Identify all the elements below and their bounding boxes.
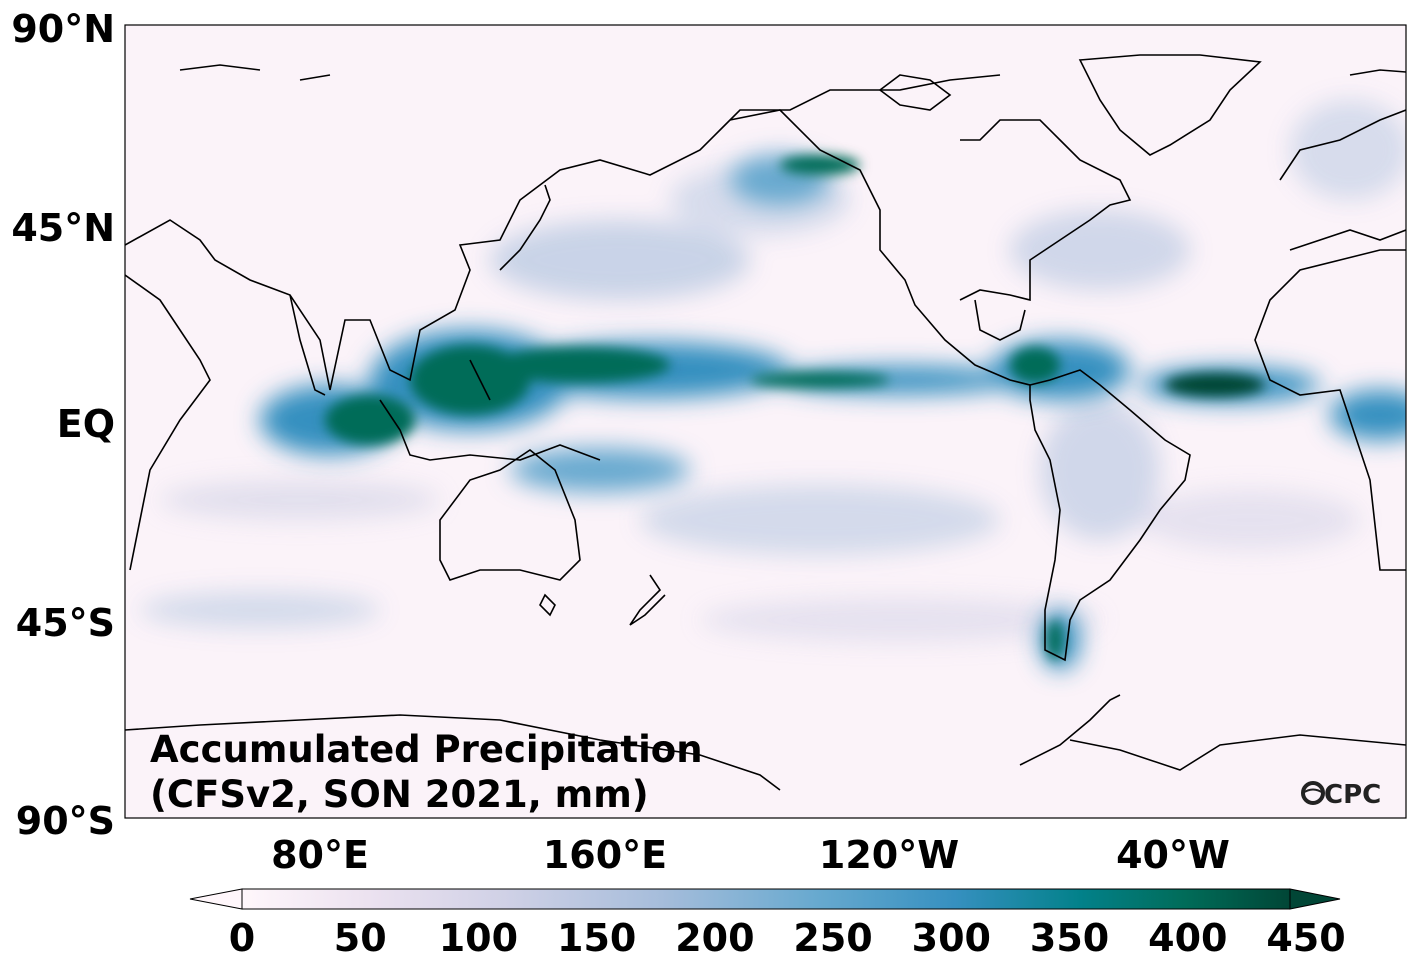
lat-label-90s: 90°S: [16, 799, 115, 843]
colorbar-tick-label: 400: [1148, 916, 1227, 960]
colorbar-tick-label: 0: [229, 916, 255, 960]
colorbar-tick-label: 250: [793, 916, 872, 960]
lon-label-120w: 120°W: [819, 833, 959, 877]
map-title-line2: (CFSv2, SON 2021, mm): [150, 773, 649, 816]
colorbar-tick-label: 200: [675, 916, 754, 960]
lat-label-45s: 45°S: [16, 601, 115, 645]
colorbar-tick-label: 450: [1266, 916, 1345, 960]
lat-label-45n: 45°N: [11, 206, 115, 250]
coastlines: [125, 54, 1406, 791]
lon-label-160e: 160°E: [543, 833, 667, 877]
lon-label-40w: 40°W: [1116, 833, 1230, 877]
colorbar-gradient: [241, 888, 1291, 910]
precipitation-field: [140, 100, 1406, 670]
colorbar-tick-label: 150: [557, 916, 636, 960]
lon-label-80e: 80°E: [271, 833, 369, 877]
map-frame: [124, 24, 1407, 819]
colorbar-tick-label: 350: [1030, 916, 1109, 960]
cpc-logo: CPC: [1301, 780, 1381, 810]
colorbar: [189, 888, 1341, 910]
colorbar-ticks: 0 50 100 150 200 250 300 350 400 450: [229, 916, 1346, 960]
colorbar-extend-low: [189, 888, 243, 910]
svg-text:CPC: CPC: [1324, 780, 1381, 810]
colorbar-tick-label: 100: [439, 916, 518, 960]
lat-label-90n: 90°N: [11, 7, 115, 51]
colorbar-extend-high: [1289, 888, 1341, 910]
colorbar-tick-label: 50: [334, 916, 387, 960]
colorbar-tick-label: 300: [912, 916, 991, 960]
map-title-line1: Accumulated Precipitation: [150, 728, 703, 771]
lat-label-eq: EQ: [57, 402, 115, 446]
